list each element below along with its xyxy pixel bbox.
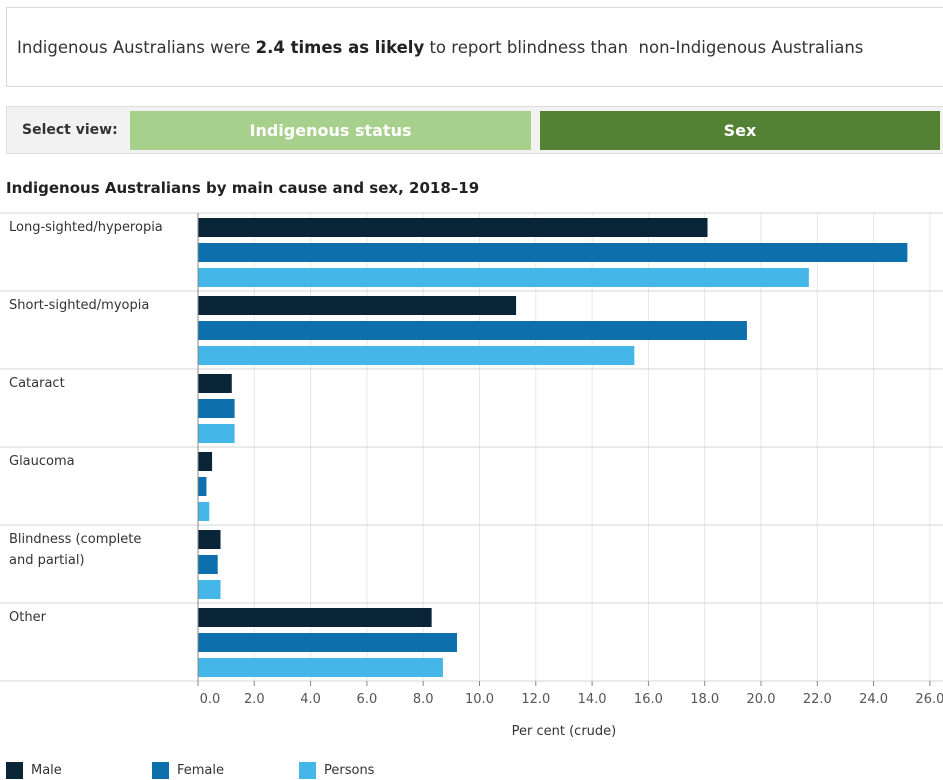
legend-item-female[interactable]: Female (152, 762, 224, 779)
bar-chart: Long-sighted/hyperopia Short-sighted/myop… (0, 212, 943, 739)
view-selector: Select view: Indigenous status Sex (6, 106, 943, 154)
x-tick-label: 10.0 (465, 692, 494, 707)
x-tick-label: 0.0 (200, 692, 221, 707)
x-tick-label: 8.0 (413, 692, 434, 707)
bar-male[interactable] (198, 530, 221, 549)
x-tick-label: 20.0 (747, 692, 776, 707)
bar-male[interactable] (198, 452, 213, 471)
category-label: Glaucoma (9, 454, 75, 469)
legend-swatch-male (6, 762, 23, 779)
x-tick-label: 12.0 (521, 692, 550, 707)
legend-swatch-persons (299, 762, 316, 779)
bar-male[interactable] (198, 218, 708, 237)
bar-persons[interactable] (198, 424, 235, 443)
legend-item-male[interactable]: Male (6, 762, 62, 779)
x-tick-label: 24.0 (859, 692, 888, 707)
headline-prefix: Indigenous Australians were (17, 37, 256, 57)
bar-persons[interactable] (198, 268, 809, 287)
bar-female[interactable] (198, 321, 747, 340)
legend-label-persons: Persons (324, 763, 375, 778)
category-label: Cataract (9, 376, 65, 391)
indigenous-status-button[interactable]: Indigenous status (130, 111, 531, 150)
headline-box: Indigenous Australians were 2.4 times as… (6, 7, 943, 87)
bar-female[interactable] (198, 477, 207, 496)
category-label: Short-sighted/myopia (9, 298, 149, 313)
legend-swatch-female (152, 762, 169, 779)
view-selector-label: Select view: (22, 122, 118, 138)
legend-item-persons[interactable]: Persons (299, 762, 374, 779)
bar-female[interactable] (198, 633, 457, 652)
bar-persons[interactable] (198, 502, 210, 521)
chart-title: Indigenous Australians by main cause and… (6, 179, 480, 197)
headline-emphasis: 2.4 times as likely (255, 37, 425, 57)
x-tick-label: 16.0 (634, 692, 663, 707)
sex-button[interactable]: Sex (540, 111, 940, 150)
category-label: Blindness (complete and partial) (9, 532, 141, 568)
x-axis-title: Per cent (crude) (512, 724, 617, 739)
bar-persons[interactable] (198, 580, 221, 599)
bar-female[interactable] (198, 399, 235, 418)
bar-male[interactable] (198, 374, 232, 393)
x-tick-label: 26.0 (915, 692, 943, 707)
bar-persons[interactable] (198, 658, 443, 677)
category-label: Long-sighted/hyperopia (9, 220, 163, 235)
x-tick-label: 18.0 (690, 692, 719, 707)
legend-label-male: Male (31, 763, 62, 778)
x-tick-label: 22.0 (803, 692, 832, 707)
category-label: Other (9, 610, 47, 625)
bar-female[interactable] (198, 243, 908, 262)
legend-label-female: Female (177, 763, 225, 778)
bar-persons[interactable] (198, 346, 635, 365)
bar-female[interactable] (198, 555, 218, 574)
bar-male[interactable] (198, 296, 517, 315)
headline-suffix: to report blindness than non-Indigenous … (424, 37, 864, 57)
x-tick-label: 14.0 (578, 692, 607, 707)
x-tick-label: 2.0 (244, 692, 265, 707)
bar-male[interactable] (198, 608, 432, 627)
x-tick-label: 4.0 (300, 692, 321, 707)
x-tick-label: 6.0 (357, 692, 378, 707)
